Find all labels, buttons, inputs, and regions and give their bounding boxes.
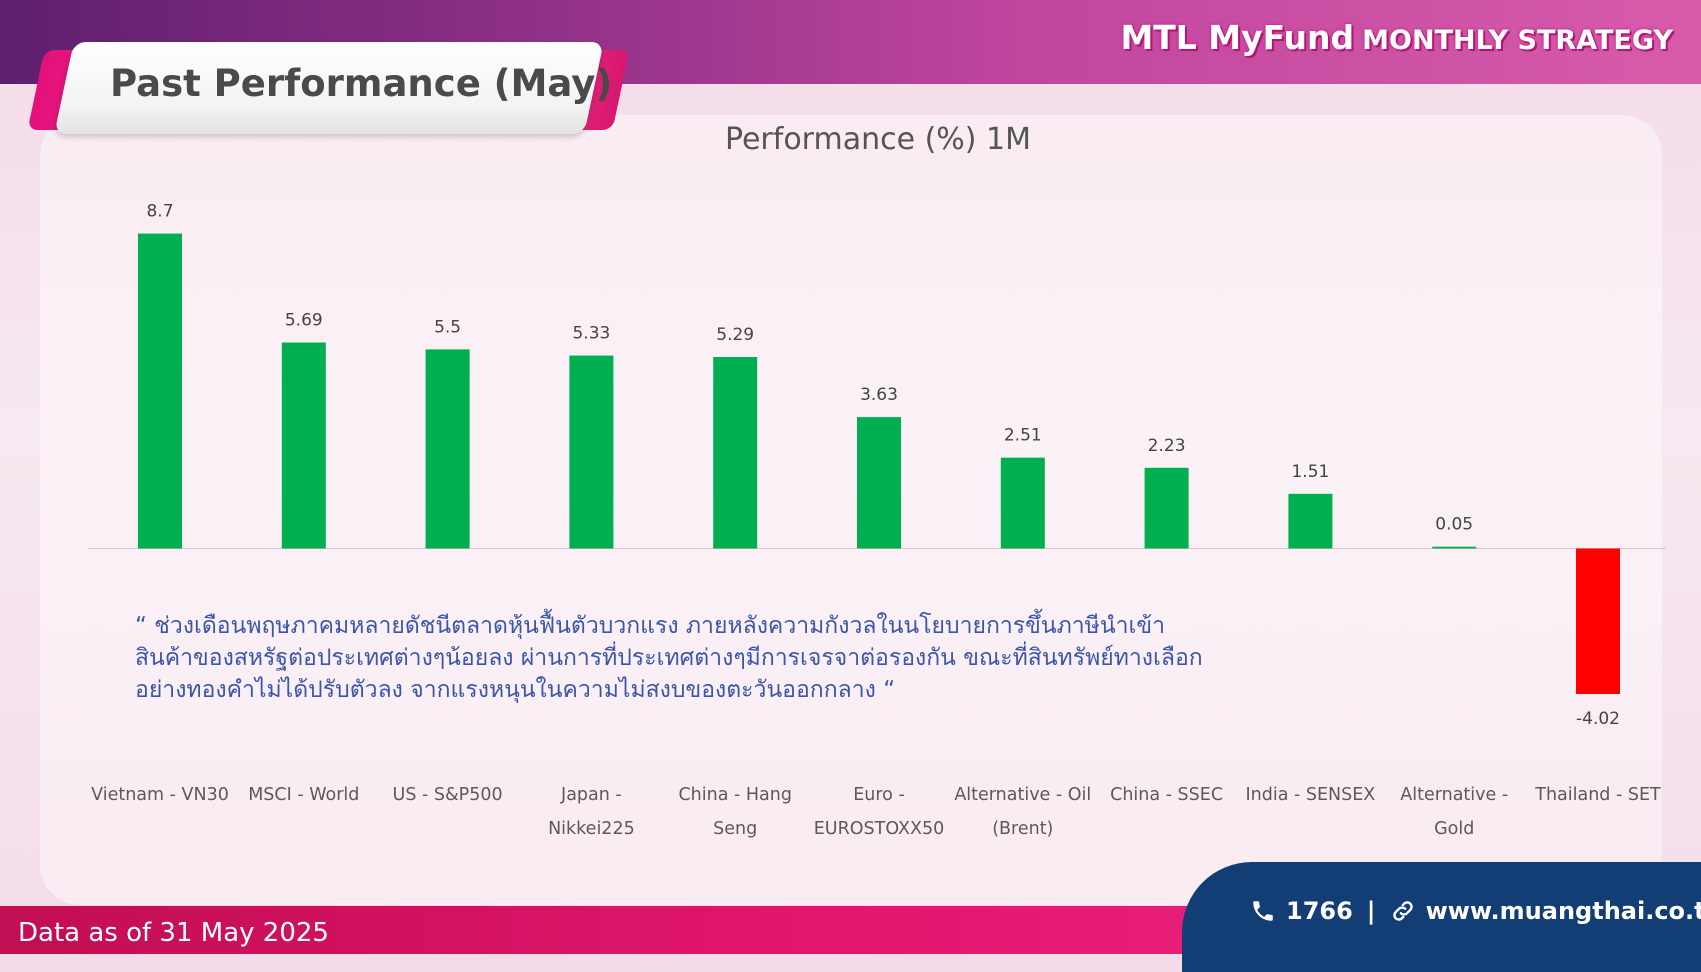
data-label: 5.5 (434, 317, 461, 337)
data-label: 1.51 (1291, 462, 1329, 482)
brand-sub: MONTHLY STRATEGY (1362, 25, 1673, 56)
chart-title: Performance (%) 1M (725, 122, 1031, 157)
category-label: Euro -EUROSTOXX50 (814, 785, 945, 839)
link-icon (1392, 901, 1413, 921)
data-label: 5.69 (285, 311, 323, 331)
bar (569, 355, 614, 549)
category-label: Japan -Nikkei225 (548, 785, 635, 839)
phone-number[interactable]: 1766 (1286, 897, 1353, 925)
bars (138, 233, 1620, 695)
category-label: US - S&P500 (393, 785, 503, 805)
data-label: 2.23 (1148, 436, 1186, 456)
data-label: 0.05 (1435, 515, 1473, 535)
category-label: Vietnam - VN30 (91, 785, 229, 805)
bar (1144, 467, 1189, 549)
category-label: China - Hang Seng (678, 785, 792, 839)
phone-icon (1253, 901, 1273, 921)
bar (1288, 493, 1333, 549)
data-label: 2.51 (1004, 426, 1042, 446)
data-date-note: Data as of 31 May 2025 (18, 918, 329, 948)
brand-main: MTL MyFund (1120, 18, 1355, 57)
bar (713, 357, 758, 549)
brand-logo: MTL MyFund MONTHLY STRATEGY (1120, 18, 1673, 57)
bar (857, 417, 901, 549)
category-label: Thailand - SET (1534, 785, 1661, 805)
data-label: 8.7 (146, 202, 173, 222)
bar (281, 342, 326, 549)
page-title: Past Performance (May) (110, 62, 613, 105)
contact-info: 1766 | www.muangthai.co.th (1250, 893, 1701, 929)
data-label: -4.02 (1576, 709, 1620, 729)
bar (425, 349, 470, 549)
category-label: India - SENSEX (1245, 785, 1375, 805)
data-label: 5.33 (572, 324, 610, 344)
website-link[interactable]: www.muangthai.co.th (1425, 897, 1701, 925)
category-label: Alternative - Oil (Brent) (954, 785, 1091, 839)
bar (1000, 457, 1045, 549)
bar (138, 233, 182, 549)
commentary-quote: “ ช่วงเดือนพฤษภาคมหลายดัชนีตลาดหุ้นฟื้นต… (135, 613, 1203, 703)
data-labels: 8.7 5.69 5.5 5.33 5.29 3.63 2.51 2.23 1.51 0.05 -4… (146, 202, 1620, 729)
contact-separator: | (1366, 897, 1376, 925)
bar (1432, 546, 1477, 549)
data-label: 5.29 (716, 325, 754, 345)
category-label: Alternative -Gold (1400, 785, 1508, 839)
category-label: MSCI - World (248, 785, 359, 805)
data-label: 3.63 (860, 385, 898, 405)
category-labels: Vietnam - VN30 MSCI - World US - S&P500 Jap… (91, 785, 1661, 839)
bar (1576, 548, 1620, 695)
category-label: China - SSEC (1110, 785, 1223, 805)
